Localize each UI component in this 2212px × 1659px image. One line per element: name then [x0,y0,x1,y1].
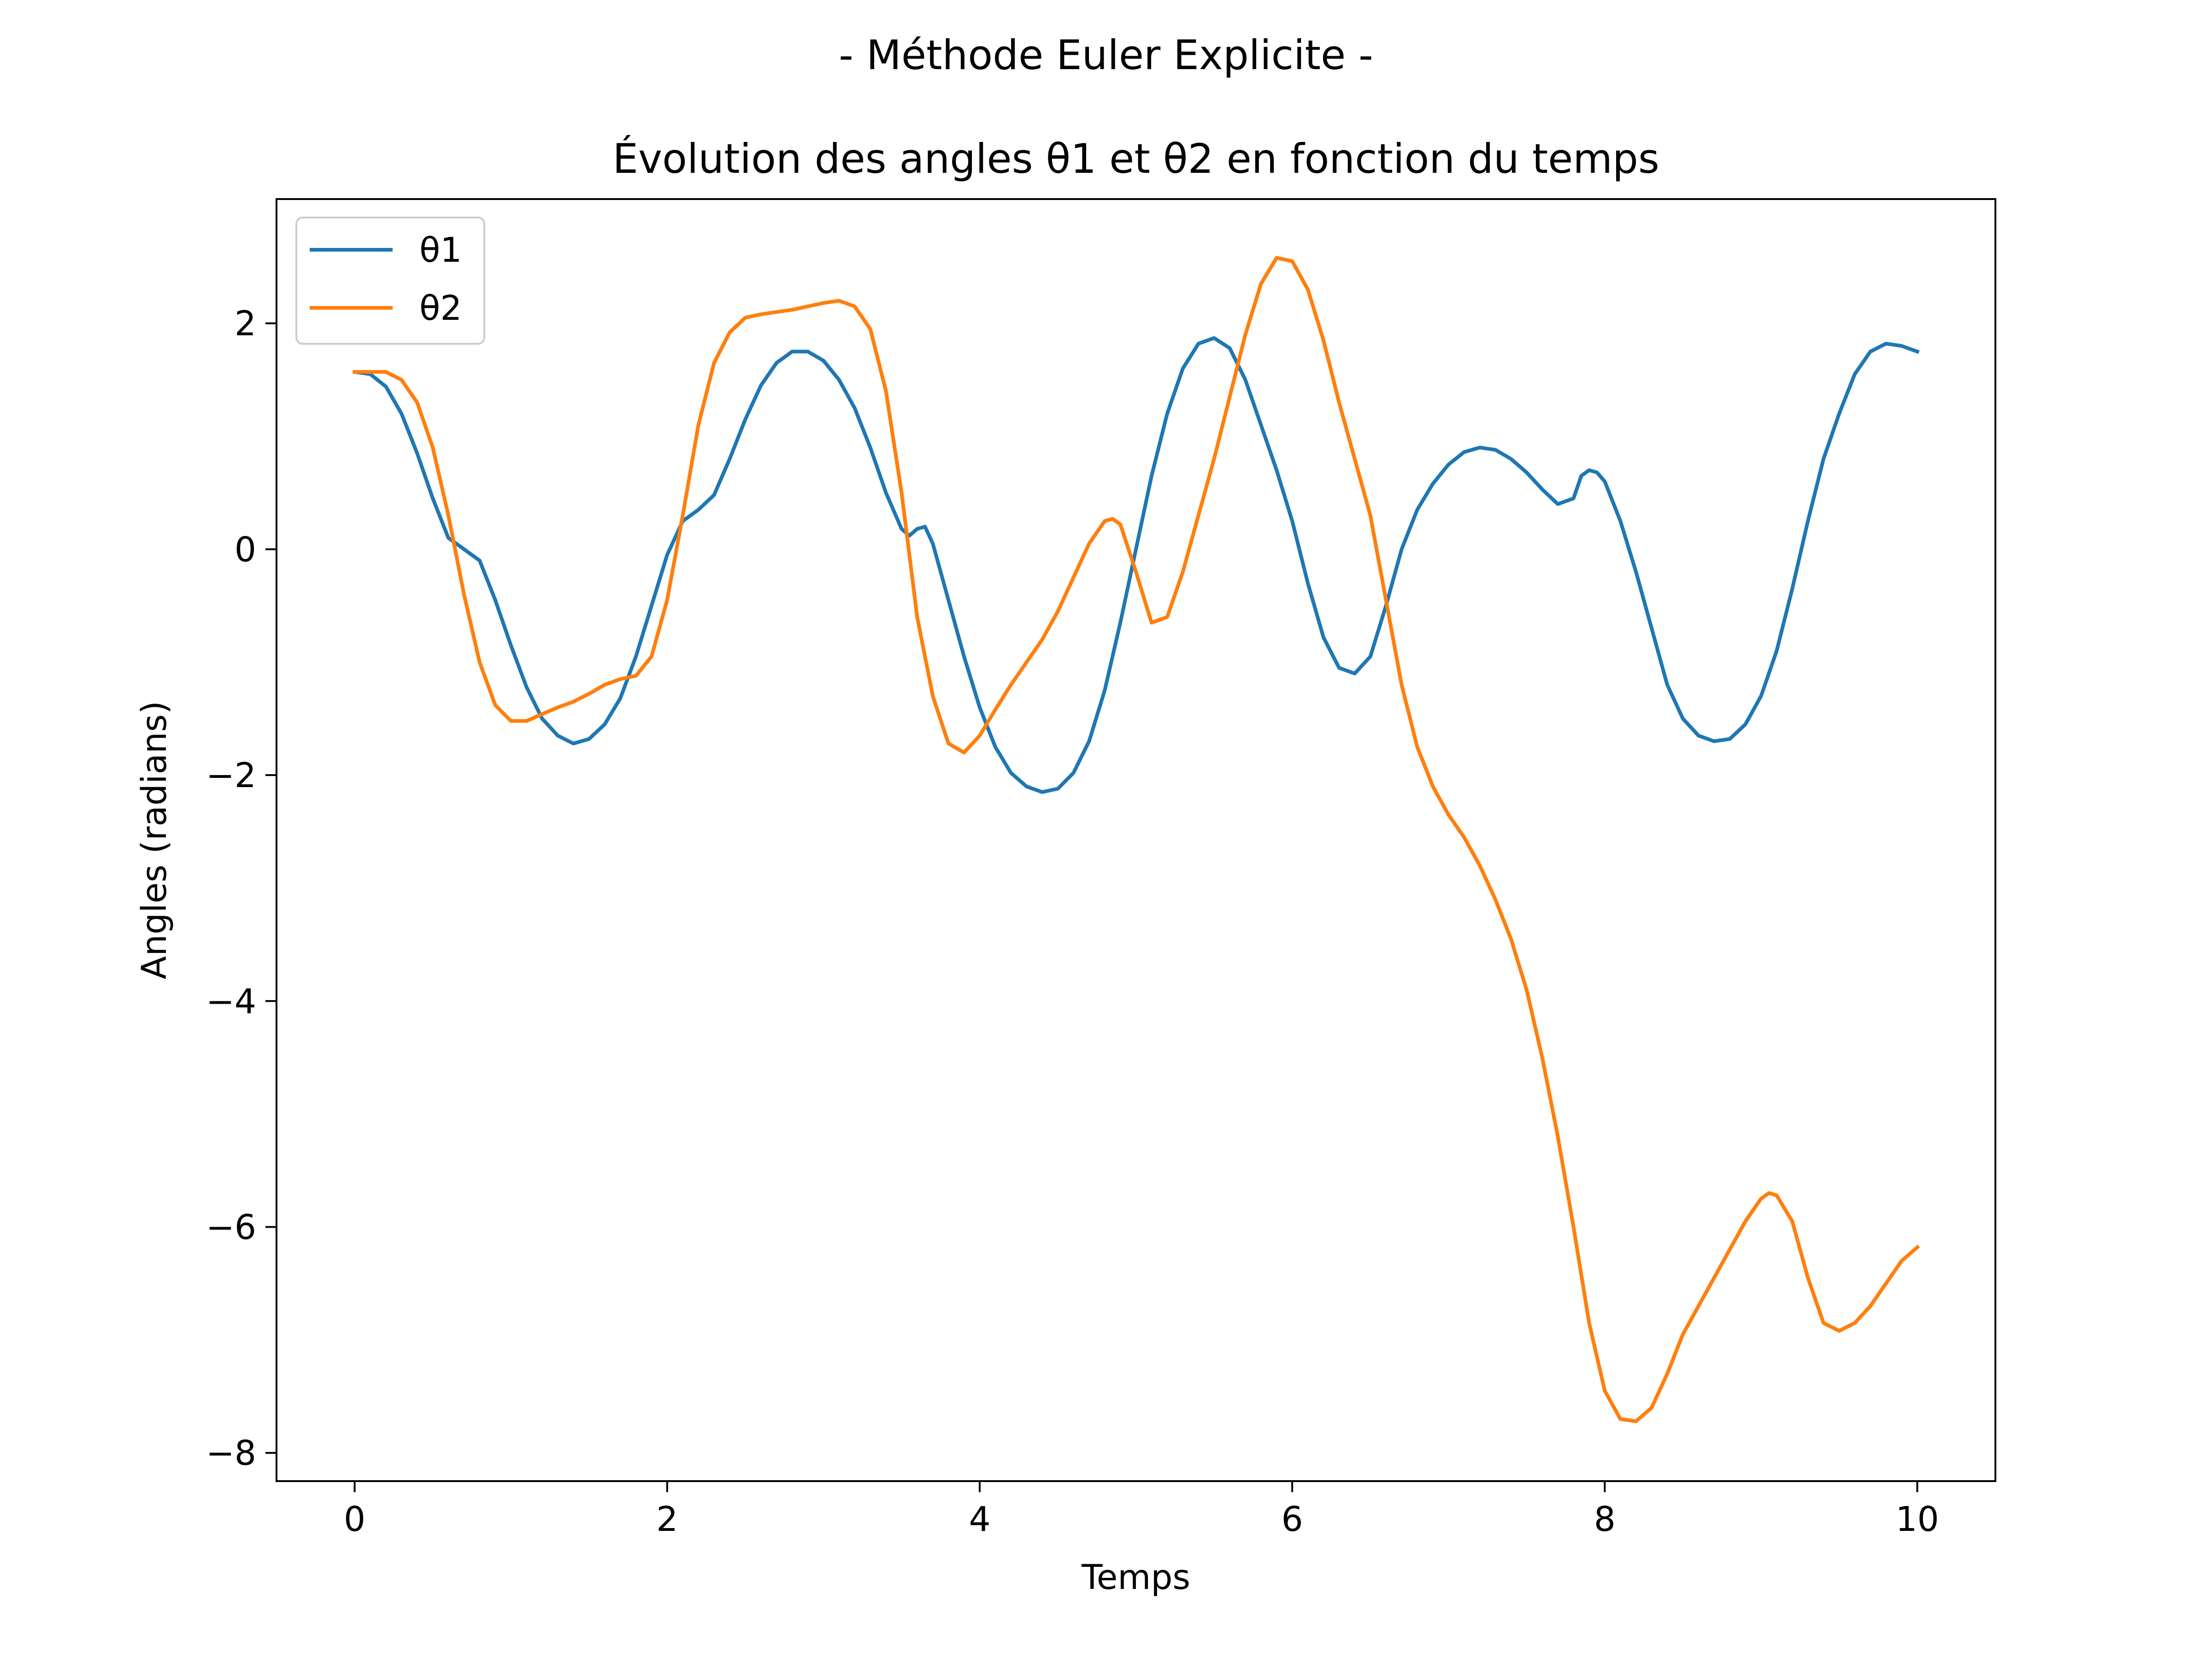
y-tick-label: −4 [206,982,256,1021]
plot-frame [276,198,1996,1482]
y-tick-label: 2 [235,304,256,344]
x-tick-label: 2 [656,1500,678,1539]
x-axis-label: Temps [1081,1558,1190,1597]
legend-label-theta2: θ2 [419,288,462,328]
x-tick-label: 0 [344,1500,365,1539]
series-line-theta2 [353,256,1920,1424]
y-tick-label: 0 [235,530,256,570]
x-tick-label: 6 [1282,1500,1303,1539]
legend-label-theta1: θ1 [419,230,462,270]
y-tick-label: −6 [206,1208,256,1247]
x-tick-label: 10 [1895,1500,1939,1539]
plot-lines [352,256,1920,1424]
y-axis-label: Angles (radians) [135,701,174,980]
x-tick-label: 4 [969,1500,990,1539]
y-tick-label: −2 [206,756,256,795]
series-line-theta1 [352,336,1920,794]
chart-title: Évolution des angles θ1 et θ2 en fonctio… [612,135,1659,182]
y-tick-label: −8 [206,1434,256,1473]
legend: θ1 θ2 [295,217,485,345]
chart-suptitle: - Méthode Euler Explicite - [839,31,1373,79]
x-tick-label: 8 [1594,1500,1616,1539]
y-axis-ticks: −8 −6 −4 −2 0 2 [206,304,276,1473]
x-axis-ticks: 0 2 4 6 8 10 [344,1481,1939,1539]
